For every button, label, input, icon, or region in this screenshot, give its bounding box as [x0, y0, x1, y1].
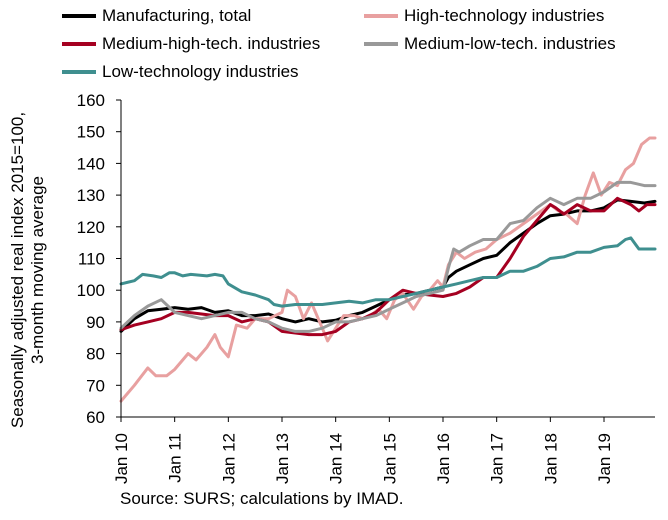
- series-line-4: [119, 236, 657, 308]
- y-tick-label: 140: [77, 154, 105, 173]
- tick-labels: 60 70 80 90 100 110 120 130 140 150 160 Jan 10 Jan 1…: [77, 91, 614, 484]
- x-tick-label: Jan 15: [380, 433, 399, 484]
- legend-swatch: [62, 42, 96, 46]
- x-tick-label: Jan 17: [488, 433, 507, 484]
- x-tick-label: Jan 14: [327, 433, 346, 484]
- legend-item: Medium-low-tech. industries: [364, 34, 616, 54]
- y-tick-label: 80: [86, 345, 105, 364]
- y-tick-label: 120: [77, 218, 105, 237]
- y-tick-label: 60: [86, 408, 105, 427]
- x-tick-label: Jan 19: [595, 433, 614, 484]
- legend-item: Medium-high-tech. industries: [62, 34, 320, 54]
- legend-label: Medium-high-tech. industries: [102, 34, 321, 53]
- y-tick-label: 110: [78, 250, 105, 269]
- legend-swatch: [364, 14, 398, 18]
- y-tick-label: 90: [86, 313, 105, 332]
- y-axis-label-line-2: 3-month moving average: [28, 175, 47, 365]
- legend-label: Manufacturing, total: [102, 6, 252, 25]
- y-tick-label: 100: [77, 281, 105, 300]
- x-tick-label: Jan 13: [273, 433, 292, 484]
- source-note: Source: SURS; calculations by IMAD.: [120, 489, 404, 508]
- legend-label: Low-technology industries: [102, 62, 299, 81]
- y-tick-label: 160: [77, 91, 105, 110]
- x-tick-label: Jan 16: [434, 433, 453, 484]
- x-tick-label: Jan 10: [112, 433, 131, 484]
- y-tick-label: 70: [86, 376, 105, 395]
- y-axis-label: Seasonally adjusted real index 2015=100,…: [8, 85, 48, 455]
- y-tick-label: 130: [77, 186, 105, 205]
- plot-lines: [119, 136, 657, 403]
- legend-label: Medium-low-tech. industries: [404, 34, 616, 53]
- legend: Manufacturing, total High-technology indu…: [0, 0, 668, 90]
- legend-item: Manufacturing, total: [62, 6, 251, 26]
- legend-label: High-technology industries: [404, 6, 605, 25]
- legend-item: Low-technology industries: [62, 62, 299, 82]
- x-tick-label: Jan 11: [166, 433, 185, 483]
- x-tick-label: Jan 18: [541, 433, 560, 484]
- legend-swatch: [364, 42, 398, 46]
- x-tick-label: Jan 12: [219, 433, 238, 484]
- series-line-3: [119, 180, 657, 333]
- legend-swatch: [62, 14, 96, 18]
- axes: [116, 99, 655, 422]
- y-axis-label-line-1: Seasonally adjusted real index 2015=100,: [8, 111, 27, 429]
- legend-swatch: [62, 70, 96, 74]
- legend-item: High-technology industries: [364, 6, 604, 26]
- y-tick-label: 150: [77, 123, 105, 142]
- series-line-1: [119, 136, 657, 403]
